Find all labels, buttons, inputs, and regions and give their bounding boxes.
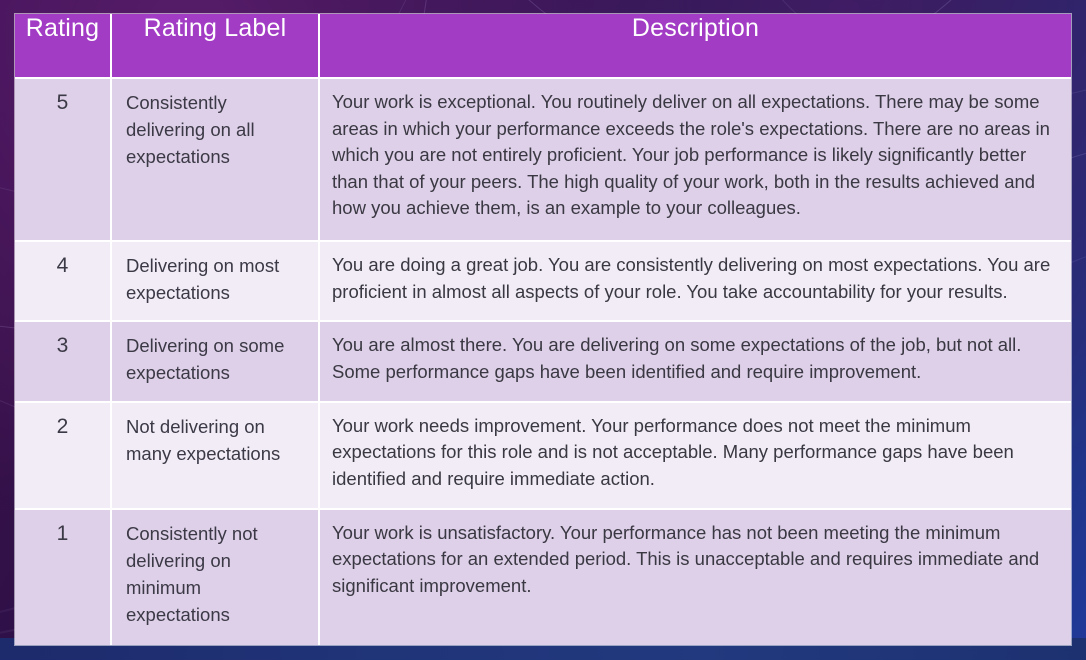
cell-rating-label: Consistently delivering on all expectati… xyxy=(112,79,320,243)
column-header-description: Description xyxy=(320,14,1071,79)
table-row: 4 Delivering on most expectations You ar… xyxy=(15,242,1071,323)
rating-scale-table: Rating Rating Label Description 5 Consis… xyxy=(15,14,1071,645)
cell-description: Your work needs improvement. Your perfor… xyxy=(320,402,1071,510)
table-header: Rating Rating Label Description xyxy=(15,14,1071,79)
rating-scale-table-container: Rating Rating Label Description 5 Consis… xyxy=(15,14,1071,645)
cell-rating-label: Delivering on most expectations xyxy=(112,242,320,323)
cell-description: You are almost there. You are delivering… xyxy=(320,322,1071,403)
cell-description: Your work is unsatisfactory. Your perfor… xyxy=(320,509,1071,645)
table-row: 1 Consistently not delivering on minimum… xyxy=(15,509,1071,645)
table-row: 3 Delivering on some expectations You ar… xyxy=(15,322,1071,403)
column-header-rating-label: Rating Label xyxy=(112,14,320,79)
table-body: 5 Consistently delivering on all expecta… xyxy=(15,79,1071,645)
cell-rating: 3 xyxy=(15,322,112,403)
cell-rating: 5 xyxy=(15,79,112,243)
cell-description: Your work is exceptional. You routinely … xyxy=(320,79,1071,243)
cell-description: You are doing a great job. You are consi… xyxy=(320,242,1071,323)
table-header-row: Rating Rating Label Description xyxy=(15,14,1071,79)
cell-rating: 4 xyxy=(15,242,112,323)
table-row: 2 Not delivering on many expectations Yo… xyxy=(15,402,1071,510)
cell-rating-label: Not delivering on many expectations xyxy=(112,402,320,510)
column-header-rating: Rating xyxy=(15,14,112,79)
cell-rating: 2 xyxy=(15,402,112,510)
cell-rating: 1 xyxy=(15,509,112,645)
cell-rating-label: Consistently not delivering on minimum e… xyxy=(112,509,320,645)
table-row: 5 Consistently delivering on all expecta… xyxy=(15,79,1071,243)
cell-rating-label: Delivering on some expectations xyxy=(112,322,320,403)
